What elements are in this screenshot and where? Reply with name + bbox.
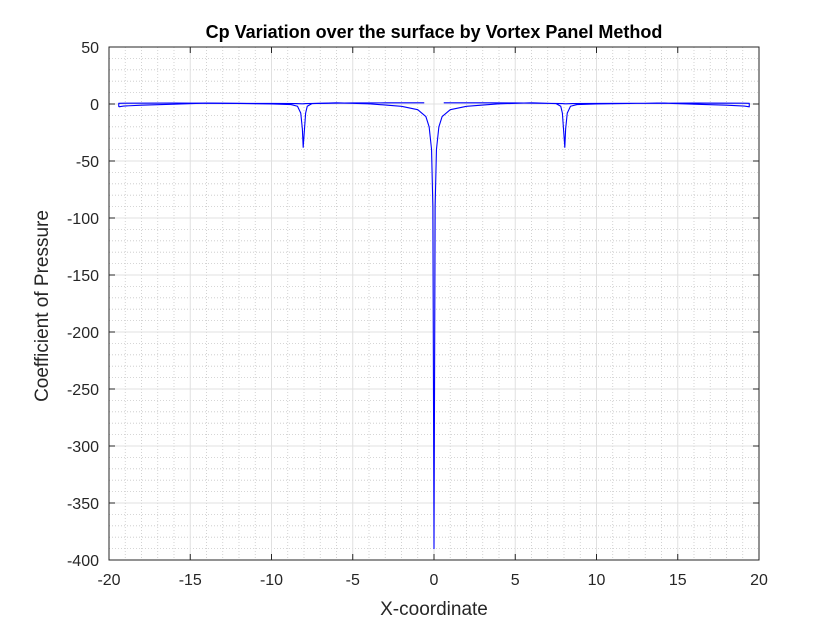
y-tick-label: 0 xyxy=(90,97,99,114)
x-tick-label: 15 xyxy=(669,572,687,589)
y-tick-label: -300 xyxy=(67,439,99,456)
y-tick-labels: -400 -350 -300 -250 -200 -150 -100 -50 0 50 xyxy=(67,40,99,570)
x-tick-labels: -20 -15 -10 -5 0 5 10 15 20 xyxy=(97,572,768,589)
axes-frame xyxy=(108,46,760,561)
cp-series-line-1 xyxy=(118,102,750,550)
chart-title: Cp Variation over the surface by Vortex … xyxy=(206,22,663,42)
y-axis-label: Coefficient of Pressure xyxy=(32,210,53,402)
series-layer xyxy=(118,102,750,550)
x-tick-label: 5 xyxy=(511,572,520,589)
y-tick-label: -400 xyxy=(67,553,99,570)
y-tick-label: -100 xyxy=(67,211,99,228)
y-tick-label: -350 xyxy=(67,496,99,513)
cp-series-line-2 xyxy=(118,102,425,107)
y-tick-label: -150 xyxy=(67,268,99,285)
x-tick-label: 0 xyxy=(430,572,439,589)
y-tick-label: 50 xyxy=(81,40,99,57)
x-tick-label: -5 xyxy=(346,572,360,589)
y-tick-label: -50 xyxy=(76,154,99,171)
x-axis-label: X-coordinate xyxy=(380,599,488,620)
x-tick-label: 20 xyxy=(750,572,768,589)
x-tick-label: -15 xyxy=(179,572,202,589)
x-tick-label: -10 xyxy=(260,572,283,589)
y-tick-label: -250 xyxy=(67,382,99,399)
x-tick-label: 10 xyxy=(588,572,606,589)
y-tick-label: -200 xyxy=(67,325,99,342)
x-tick-label: -20 xyxy=(97,572,120,589)
